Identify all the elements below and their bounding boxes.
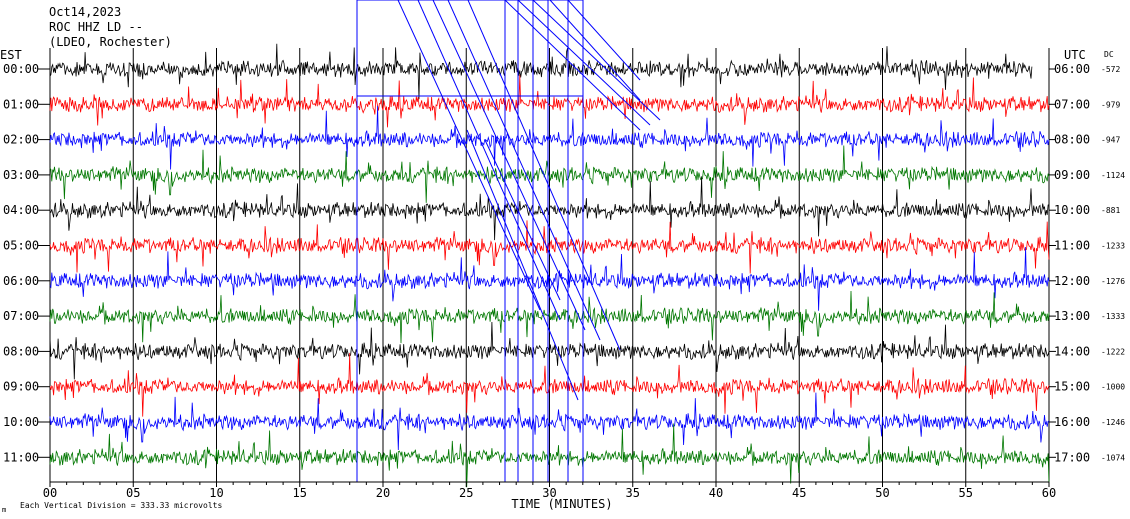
axes: 00:00 06:00 -572 01:00 07:00 -979 02:00 08:00 -9…	[3, 62, 1125, 500]
chart-title-location: (LDEO, Rochester)	[49, 35, 172, 49]
trace-row	[49, 176, 1050, 241]
x-tick-label: 10	[209, 486, 223, 500]
trace-row	[49, 43, 1033, 100]
est-hour-label: 04:00	[3, 203, 39, 217]
x-tick-label: 30	[542, 486, 556, 500]
utc-hour-label: 13:00	[1054, 309, 1090, 323]
est-hour-label: 05:00	[3, 239, 39, 253]
dc-offset-value: -1124	[1101, 171, 1125, 180]
grid-lines	[49, 48, 1050, 482]
utc-hour-label: 15:00	[1054, 380, 1090, 394]
x-tick-label: 40	[709, 486, 723, 500]
trace-row	[49, 392, 1050, 451]
x-tick-label: 15	[293, 486, 307, 500]
right-axis-label: UTC	[1064, 48, 1086, 62]
event-diagonal-line	[549, 0, 641, 101]
trace-row	[49, 352, 1050, 417]
x-tick-label: 50	[875, 486, 889, 500]
footer-scale-note: Each Vertical Division = 333.33 microvol…	[20, 501, 222, 510]
dc-offset-value: -947	[1101, 136, 1120, 145]
trace-row	[49, 74, 1050, 128]
trace-row	[49, 321, 1050, 380]
dc-offset-value: -1233	[1101, 242, 1125, 251]
event-diagonal-line	[567, 0, 641, 81]
dc-offset-value: -1222	[1101, 347, 1125, 356]
dc-offset-value: -572	[1101, 65, 1120, 74]
x-tick-label: 60	[1042, 486, 1056, 500]
x-tick-label: 00	[43, 486, 57, 500]
utc-hour-label: 11:00	[1054, 239, 1090, 253]
event-diagonal-line	[397, 0, 541, 311]
chart-title-station: ROC HHZ LD --	[49, 20, 143, 34]
utc-hour-label: 12:00	[1054, 274, 1090, 288]
dc-offset-value: -881	[1101, 206, 1120, 215]
x-tick-label: 20	[376, 486, 390, 500]
est-hour-label: 11:00	[3, 450, 39, 464]
trace-group	[49, 43, 1050, 488]
dc-offset-value: -1276	[1101, 277, 1125, 286]
utc-hour-label: 17:00	[1054, 450, 1090, 464]
left-axis-label: EST	[0, 48, 22, 62]
event-diagonal-line	[517, 0, 651, 126]
est-hour-label: 01:00	[3, 97, 39, 111]
trace-row	[49, 145, 1050, 203]
dc-label: DC	[1104, 50, 1114, 59]
event-diagonal-line	[417, 0, 561, 321]
event-diagonal-line	[504, 0, 641, 131]
trace-row	[49, 220, 1050, 274]
utc-hour-label: 10:00	[1054, 203, 1090, 217]
dc-offset-value: -1000	[1101, 383, 1125, 392]
dc-offset-value: -1246	[1101, 418, 1125, 427]
chart-title-date: Oct14,2023	[49, 5, 121, 19]
trace-row	[49, 423, 1050, 488]
event-diagonal-line	[466, 129, 579, 401]
event-diagonal-line	[532, 0, 661, 121]
trace-row	[49, 105, 1050, 170]
event-diagonal-line	[447, 0, 601, 341]
dc-offset-value: -1333	[1101, 312, 1125, 321]
trace-row	[49, 290, 1050, 344]
utc-hour-label: 08:00	[1054, 133, 1090, 147]
dc-offset-value: -979	[1101, 100, 1120, 109]
est-hour-label: 09:00	[3, 380, 39, 394]
event-diagonal-line	[484, 139, 561, 301]
event-diagonal-line	[467, 0, 621, 351]
utc-hour-label: 07:00	[1054, 97, 1090, 111]
x-tick-label: 35	[626, 486, 640, 500]
est-hour-label: 10:00	[3, 415, 39, 429]
dc-offset-value: -1074	[1101, 453, 1125, 462]
est-hour-label: 07:00	[3, 309, 39, 323]
event-overlay	[356, 0, 661, 482]
x-tick-label: 45	[792, 486, 806, 500]
x-axis-label: TIME (MINUTES)	[511, 497, 612, 511]
x-tick-label: 05	[126, 486, 140, 500]
x-tick-label: 55	[959, 486, 973, 500]
trace-row	[49, 246, 1050, 311]
footer-mark: m	[2, 506, 6, 514]
est-hour-label: 06:00	[3, 274, 39, 288]
est-hour-label: 02:00	[3, 133, 39, 147]
utc-hour-label: 06:00	[1054, 62, 1090, 76]
utc-hour-label: 16:00	[1054, 415, 1090, 429]
utc-hour-label: 09:00	[1054, 168, 1090, 182]
event-diagonal-line	[432, 0, 586, 331]
utc-hour-label: 14:00	[1054, 344, 1090, 358]
x-tick-label: 25	[459, 486, 473, 500]
est-hour-label: 00:00	[3, 62, 39, 76]
est-hour-label: 08:00	[3, 344, 39, 358]
est-hour-label: 03:00	[3, 168, 39, 182]
